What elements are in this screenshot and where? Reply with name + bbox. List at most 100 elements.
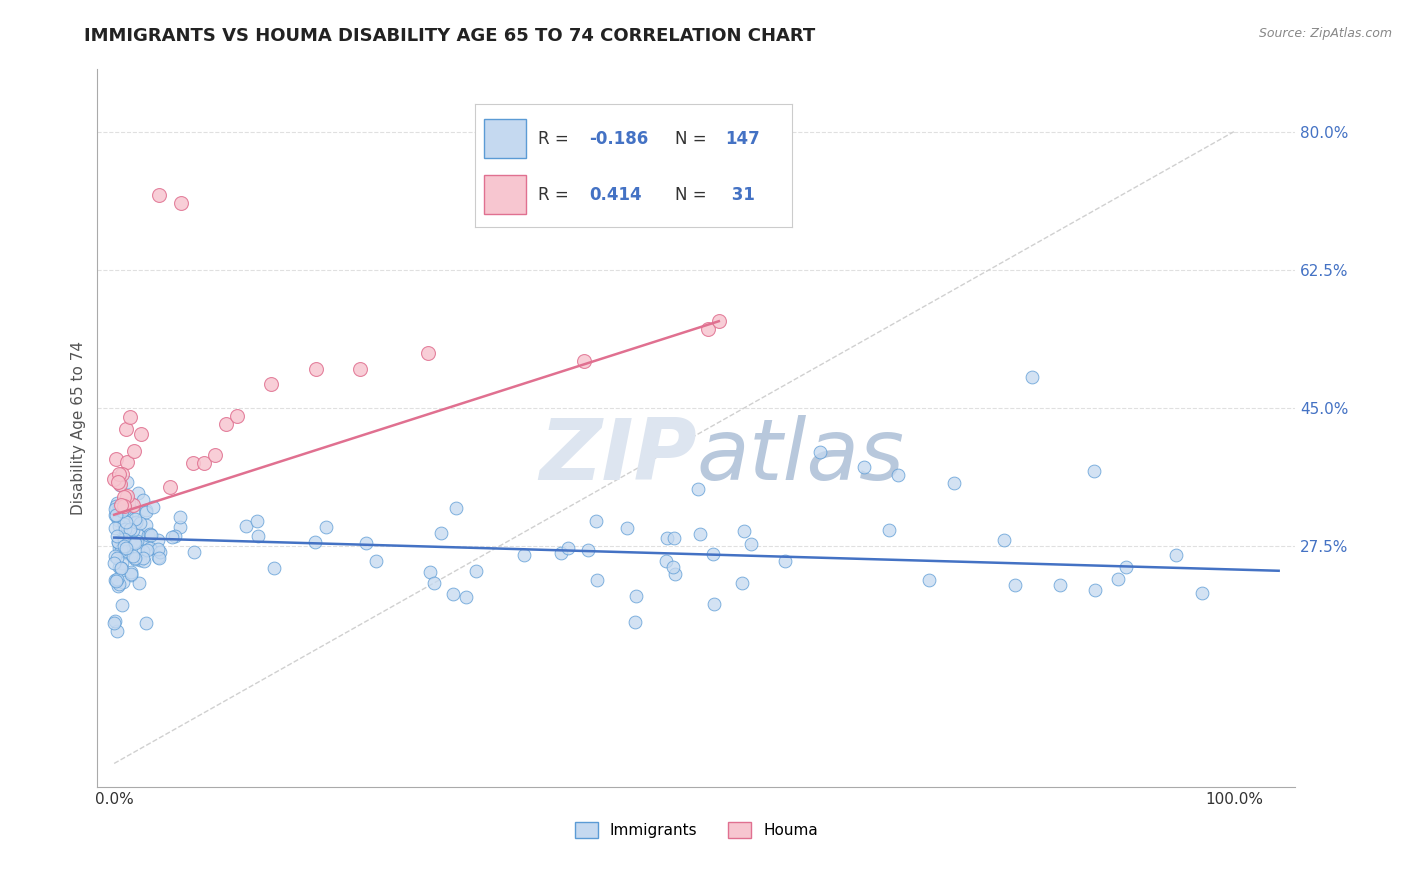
Point <box>112 575 135 590</box>
Text: atlas: atlas <box>696 415 904 498</box>
Point <box>121 523 143 537</box>
Point <box>108 500 131 514</box>
Point <box>193 456 215 470</box>
Point <box>110 561 132 575</box>
Point <box>129 516 152 530</box>
Point <box>103 616 125 631</box>
Point <box>107 579 129 593</box>
Point <box>135 538 157 552</box>
Point <box>305 361 328 376</box>
Point <box>107 534 129 549</box>
Point <box>142 500 165 515</box>
Point <box>132 554 155 568</box>
Point <box>135 616 157 631</box>
Point <box>111 533 134 548</box>
Point <box>112 539 135 553</box>
Point <box>429 525 451 540</box>
Point <box>107 513 129 527</box>
Point <box>136 542 159 557</box>
Point <box>853 460 876 475</box>
Point <box>111 542 134 557</box>
Point <box>349 361 371 376</box>
Point <box>1115 560 1137 574</box>
Point <box>1004 578 1026 592</box>
Point <box>877 523 900 537</box>
Point <box>456 590 478 604</box>
Point <box>104 508 127 523</box>
Point <box>304 534 326 549</box>
Point <box>696 322 718 336</box>
Point <box>260 377 283 392</box>
Point <box>110 476 132 491</box>
Y-axis label: Disability Age 65 to 74: Disability Age 65 to 74 <box>72 341 86 515</box>
Point <box>129 426 152 441</box>
Point <box>444 500 467 515</box>
Point <box>112 500 135 514</box>
Point <box>115 508 138 522</box>
Point <box>112 544 135 558</box>
Point <box>129 553 152 567</box>
Point <box>315 520 337 534</box>
Point <box>263 561 285 575</box>
Point <box>887 468 910 483</box>
Point <box>108 541 131 555</box>
Point <box>136 527 159 541</box>
Point <box>1021 369 1043 384</box>
Point <box>110 478 132 492</box>
Point <box>103 557 125 571</box>
Point <box>1191 585 1213 599</box>
Point <box>122 444 145 458</box>
Point <box>138 541 160 555</box>
Text: ZIP: ZIP <box>538 415 696 498</box>
Point <box>662 560 685 574</box>
Point <box>104 501 127 516</box>
Point <box>125 533 148 548</box>
Point <box>181 456 204 470</box>
Point <box>160 530 183 544</box>
Point <box>740 537 762 551</box>
Point <box>574 353 596 368</box>
Point <box>107 519 129 533</box>
Point <box>108 560 131 574</box>
Point <box>702 547 724 561</box>
Point <box>104 573 127 587</box>
Point <box>731 575 754 590</box>
Point <box>550 546 572 560</box>
Point <box>616 521 638 535</box>
Legend: Immigrants, Houma: Immigrants, Houma <box>568 816 824 844</box>
Point <box>110 499 132 513</box>
Point <box>655 531 678 545</box>
Point <box>664 566 686 581</box>
Point <box>120 566 142 580</box>
Point <box>110 542 132 557</box>
Point <box>169 520 191 534</box>
Point <box>703 597 725 611</box>
Point <box>107 475 129 490</box>
Point <box>112 532 135 546</box>
Point <box>775 554 797 568</box>
Point <box>733 524 755 538</box>
Point <box>118 496 141 510</box>
Point <box>686 483 709 497</box>
Point <box>139 526 162 541</box>
Point <box>146 549 169 564</box>
Point <box>132 492 155 507</box>
Point <box>918 573 941 587</box>
Point <box>104 521 127 535</box>
Point <box>170 195 193 210</box>
Point <box>115 489 138 503</box>
Point <box>118 409 141 424</box>
Point <box>112 499 135 513</box>
Point <box>942 476 965 491</box>
Point <box>139 528 162 542</box>
Point <box>114 516 136 530</box>
Point <box>149 545 172 559</box>
Point <box>443 586 465 600</box>
Point <box>148 551 170 566</box>
Point <box>103 472 125 486</box>
Point <box>124 551 146 566</box>
Point <box>122 549 145 563</box>
Point <box>1049 578 1071 592</box>
Point <box>118 533 141 547</box>
Text: Source: ZipAtlas.com: Source: ZipAtlas.com <box>1258 27 1392 40</box>
